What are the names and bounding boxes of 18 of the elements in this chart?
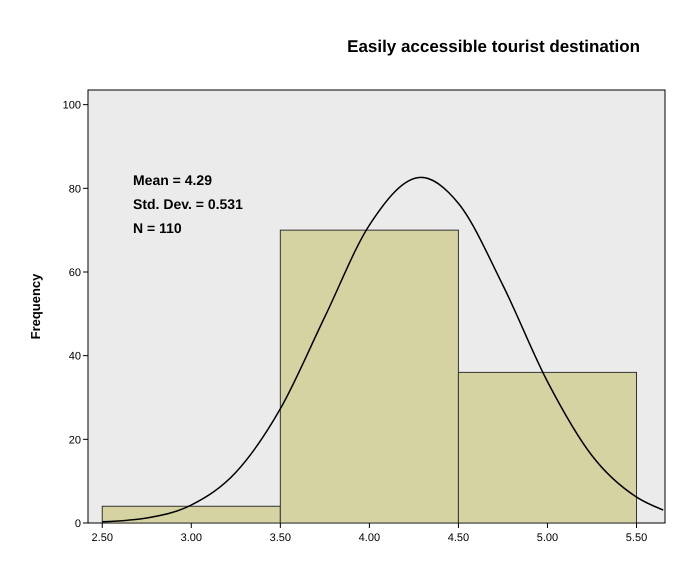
annotation: N = 110 [133,220,182,236]
y-tick-label: 40 [68,350,81,363]
x-tick-label: 3.00 [180,532,202,544]
y-tick-label: 100 [62,100,81,112]
y-tick-label: 80 [68,183,81,196]
x-tick-label: 5.50 [626,532,648,544]
x-tick-label: 3.50 [270,532,292,544]
x-tick-label: 4.00 [358,532,380,544]
x-tick-label: 2.50 [92,532,113,544]
annotation: Std. Dev. = 0.531 [133,196,244,212]
y-tick-label: 20 [68,434,81,446]
x-tick-label: 5.00 [536,532,558,544]
x-tick-label: 4.50 [448,532,470,544]
y-axis-title: Frequency [28,272,43,340]
annotation: Mean = 4.29 [133,172,212,188]
y-tick-label: 0 [74,518,81,530]
chart-title: Easily accessible tourist destination [347,37,640,56]
y-tick-label: 60 [68,266,81,279]
